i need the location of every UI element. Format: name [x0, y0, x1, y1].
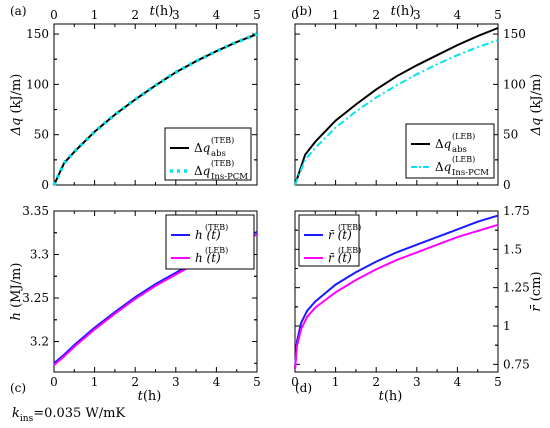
legend-superscript: (LEB): [205, 246, 228, 255]
legend-superscript: (TEB): [205, 223, 228, 232]
legend: h (t)(TEB)h (t)(LEB): [165, 214, 255, 270]
x-tick-label: 4: [213, 8, 221, 22]
legend-superscript: (LEB): [452, 132, 475, 141]
x-tick-label: 0: [50, 8, 58, 22]
y-axis-label: h (MJ/m): [9, 263, 24, 321]
x-tick-label: 0: [291, 8, 299, 22]
legend-entry: Δq: [194, 164, 211, 178]
y-tick-label: 1.75: [503, 204, 530, 218]
y-tick-label: 50: [503, 128, 518, 142]
x-tick-label: 0: [50, 375, 58, 389]
x-tick-label: 5: [494, 375, 502, 389]
series-line: [294, 214, 499, 369]
legend-superscript: (TEB): [338, 223, 361, 232]
series-line: [52, 32, 258, 186]
x-tick-label: 2: [372, 375, 380, 389]
y-axis-label: Δq (kJ/m): [9, 74, 24, 137]
y-tick-label: 100: [503, 77, 526, 91]
y-tick-label: 3.25: [22, 291, 49, 305]
x-tick-label: 1: [91, 375, 99, 389]
legend-entry: Δq: [435, 160, 452, 174]
x-tick-label: 5: [494, 8, 502, 22]
panel-label: (a): [10, 4, 27, 18]
x-tick-label: 0: [291, 375, 299, 389]
y-axis-label: Δq (kJ/m): [529, 74, 544, 137]
y-tick-label: 1: [503, 319, 511, 333]
legend-superscript: (LEB): [338, 246, 361, 255]
legend-entry: Δq: [194, 141, 211, 155]
x-tick-label: 5: [253, 8, 261, 22]
x-tick-label: 5: [253, 375, 261, 389]
x-axis-label: t(h): [150, 4, 174, 19]
legend-box: [405, 123, 495, 179]
series-line: [294, 27, 499, 186]
y-tick-label: 1.25: [503, 281, 530, 295]
x-tick-label: 2: [131, 8, 139, 22]
x-tick-label: 3: [413, 375, 421, 389]
legend-entry: Δq: [435, 137, 452, 151]
panel-label: (c): [10, 381, 26, 395]
y-tick-label: 0.75: [503, 357, 530, 371]
legend-superscript: (TEB): [211, 159, 234, 168]
legend-entry: r̄ (t): [328, 228, 352, 242]
legend-entry: h (t): [195, 228, 221, 242]
y-tick-label: 150: [503, 27, 526, 41]
x-tick-label: 2: [131, 375, 139, 389]
x-tick-label: 3: [172, 375, 180, 389]
y-tick-label: 0: [503, 178, 511, 192]
x-tick-label: 4: [454, 375, 462, 389]
x-axis-label: t(h): [391, 4, 415, 19]
y-tick-label: 3.35: [22, 204, 49, 218]
y-axis-label: r̄ (cm): [529, 271, 544, 311]
y-tick-label: 50: [34, 128, 49, 142]
y-tick-label: 3.2: [30, 335, 49, 349]
y-tick-label: 0: [41, 178, 49, 192]
x-tick-label: 1: [332, 375, 340, 389]
y-tick-label: 100: [26, 77, 49, 91]
legend-superscript: (TEB): [211, 136, 234, 145]
x-tick-label: 1: [91, 8, 99, 22]
series-line: [294, 39, 499, 186]
x-tick-label: 4: [454, 8, 462, 22]
panel-c: 0 1 2 3 4 5 t(h) 3.2 3.25 3.3 3.35 h (MJ/m) (c) h (t)…: [9, 204, 261, 404]
x-tick-label: 1: [332, 8, 340, 22]
legend-entry: h (t): [195, 251, 221, 265]
panel-d: 0 1 2 3 4 5 t(h) 0.75 1 1.25 1.5 1.75 r̄ (cm) (d) r̄ (…: [291, 204, 544, 404]
y-tick-label: 1.5: [503, 242, 522, 256]
legend: r̄ (t)(TEB)r̄ (t)(LEB): [298, 214, 361, 267]
x-tick-label: 2: [372, 8, 380, 22]
legend-subscript: Ins-PCM: [211, 172, 248, 182]
panel-label: (d): [295, 381, 312, 395]
y-tick-label: 150: [26, 27, 49, 41]
legend-box: [165, 214, 255, 270]
x-axis-label: t(h): [379, 389, 403, 404]
legend-entry: r̄ (t): [328, 251, 352, 265]
x-tick-label: 3: [413, 8, 421, 22]
footnote: kins=0.035 W/mK: [12, 406, 125, 424]
panel-label: (b): [295, 4, 312, 18]
x-tick-label: 3: [172, 8, 180, 22]
legend-superscript: (LEB): [452, 155, 475, 164]
x-tick-label: 4: [213, 375, 221, 389]
y-tick-label: 3.3: [30, 248, 49, 262]
legend-subscript: abs: [452, 145, 467, 155]
x-axis-label: t(h): [138, 389, 162, 404]
legend-subscript: Ins-PCM: [452, 168, 489, 178]
legend-subscript: abs: [211, 149, 226, 159]
series-line: [294, 223, 499, 369]
